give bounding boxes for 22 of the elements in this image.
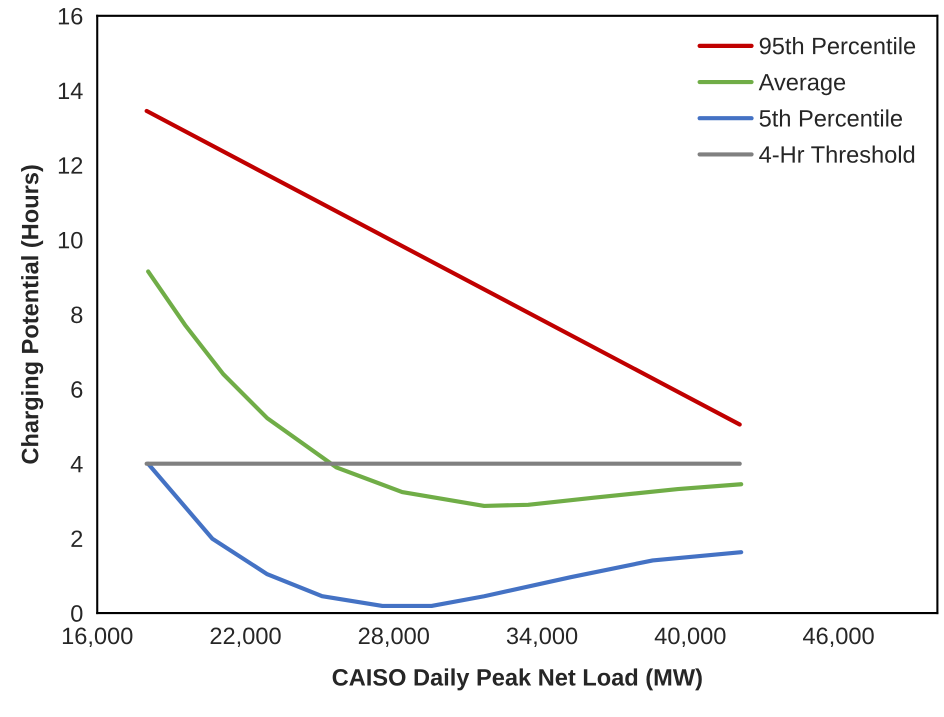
x-tick-label: 16,000 xyxy=(62,628,132,648)
y-tick-label: 8 xyxy=(71,306,82,324)
legend-label: Average xyxy=(758,74,846,96)
x-axis-title: CAISO Daily Peak Net Load (MW) xyxy=(332,668,702,690)
y-tick-label: 0 xyxy=(71,605,82,622)
x-tick-label: 28,000 xyxy=(358,628,429,648)
legend-label: 5th Percentile xyxy=(760,109,902,127)
x-tick-label: 22,000 xyxy=(210,628,281,648)
y-tick-label: 2 xyxy=(71,530,82,547)
y-tick-label: 16 xyxy=(58,8,82,25)
y-tick-label: 12 xyxy=(58,157,82,174)
y-tick-label: 14 xyxy=(58,82,83,99)
x-tick-label: 34,000 xyxy=(506,628,578,648)
x-tick-label: 40,000 xyxy=(654,628,726,648)
x-tick-label: 46,000 xyxy=(802,628,874,648)
y-axis-title: Charging Potential (Hours) xyxy=(21,165,44,464)
y-tick-label: 10 xyxy=(58,232,82,249)
y-tick-label: 4 xyxy=(70,456,83,472)
legend-label: 4-Hr Threshold xyxy=(759,146,914,163)
legend-label: 95th Percentile xyxy=(760,37,916,54)
line-series xyxy=(146,269,744,508)
y-tick-label: 6 xyxy=(71,381,82,398)
